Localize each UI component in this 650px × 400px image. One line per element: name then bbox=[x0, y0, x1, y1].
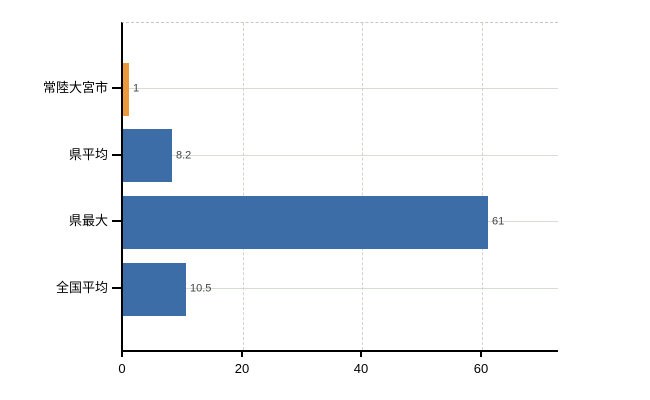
value-label-0: 1 bbox=[133, 82, 140, 95]
y-axis-tick bbox=[112, 153, 121, 156]
x-tick-label-3: 60 bbox=[473, 361, 489, 376]
category-label-0: 常陸大宮市 bbox=[42, 79, 108, 95]
value-label-3: 10.5 bbox=[190, 282, 212, 295]
horizontal-gridline bbox=[123, 288, 558, 289]
vertical-gridline bbox=[362, 23, 363, 350]
bar-1 bbox=[123, 129, 172, 182]
category-label-2: 県最大 bbox=[68, 213, 108, 229]
x-axis-tick bbox=[241, 352, 243, 357]
value-label-1: 8.2 bbox=[176, 149, 192, 162]
plot-area: 1 8.2 61 10.5 bbox=[121, 22, 558, 352]
vertical-gridline bbox=[243, 23, 244, 350]
bar-3 bbox=[123, 263, 186, 316]
horizontal-gridline bbox=[123, 88, 558, 89]
y-axis-tick bbox=[112, 87, 121, 89]
category-label-1: 県平均 bbox=[68, 146, 108, 162]
y-axis-tick bbox=[112, 220, 121, 223]
x-tick-label-0: 0 bbox=[118, 361, 126, 376]
x-tick-label-2: 40 bbox=[353, 361, 369, 376]
bar-2 bbox=[123, 196, 488, 249]
bar-0 bbox=[123, 63, 129, 116]
y-axis-tick bbox=[112, 287, 121, 289]
horizontal-gridline bbox=[123, 154, 558, 156]
x-axis-tick bbox=[121, 352, 123, 357]
category-label-3: 全国平均 bbox=[55, 279, 108, 295]
x-tick-label-1: 20 bbox=[234, 361, 250, 376]
x-axis-tick bbox=[360, 352, 362, 357]
x-axis-tick bbox=[480, 352, 482, 357]
vertical-gridline bbox=[482, 23, 483, 350]
value-label-2: 61 bbox=[492, 215, 505, 228]
